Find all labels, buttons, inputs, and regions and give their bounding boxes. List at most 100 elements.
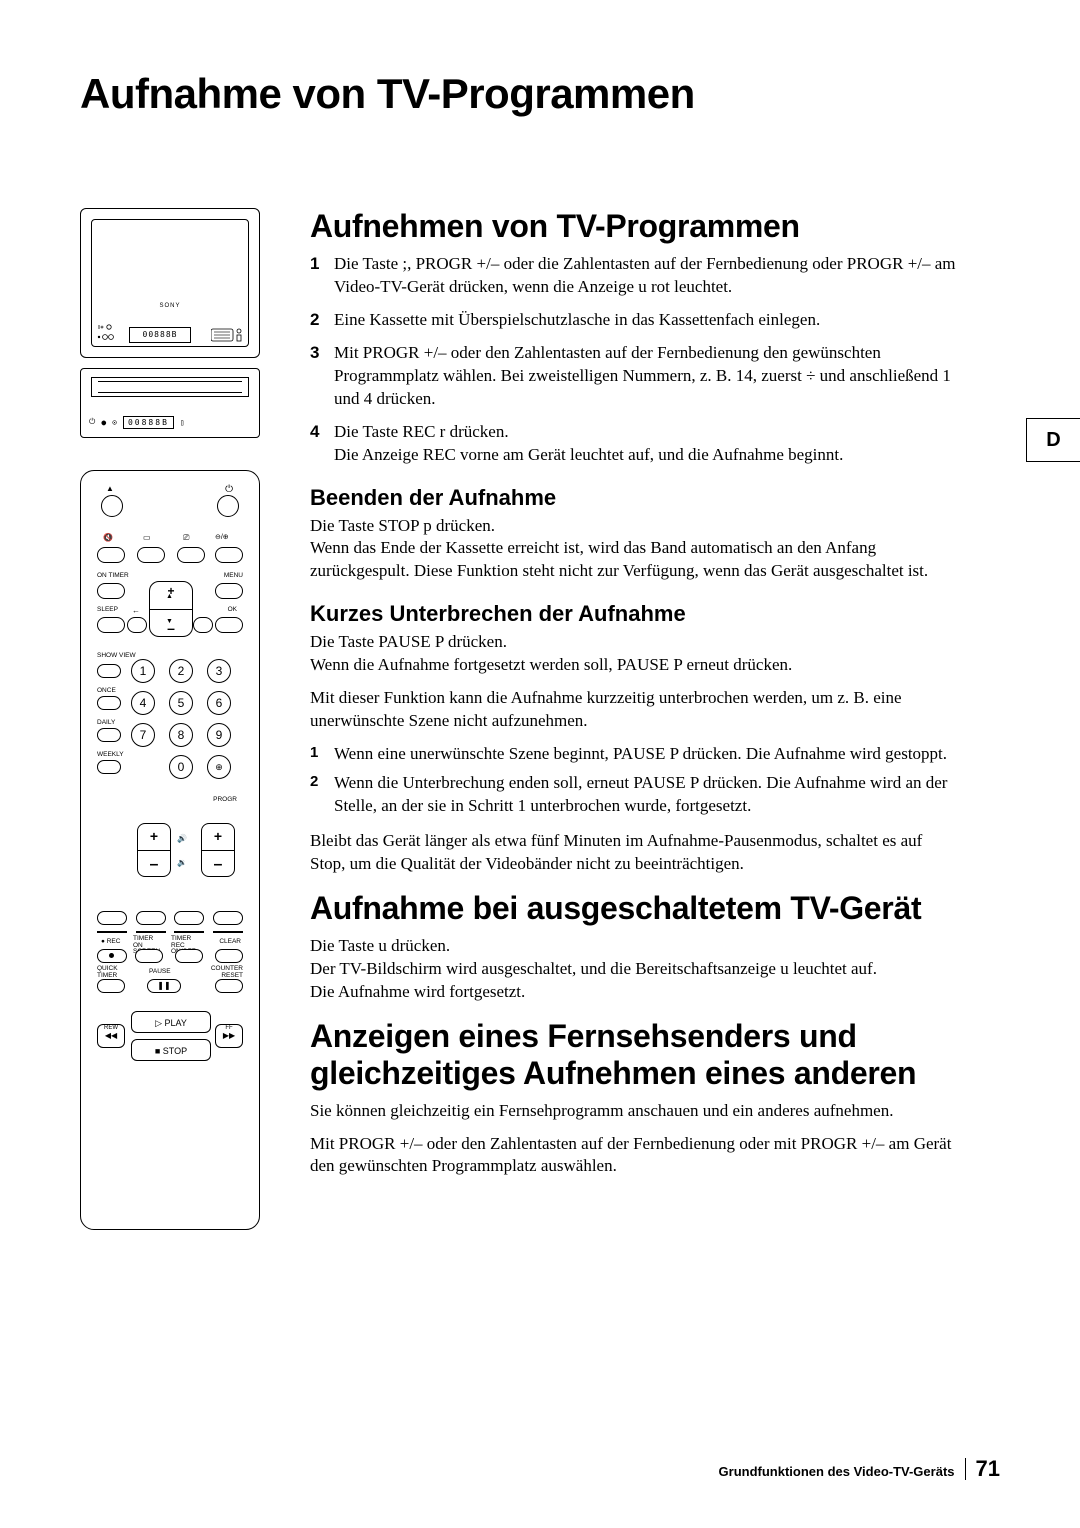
green-button xyxy=(136,911,166,925)
play-button: ▷ PLAY xyxy=(131,1011,211,1033)
daily-label: DAILY xyxy=(97,720,115,727)
pause-button: ❚❚ xyxy=(147,979,181,993)
vcr-illustration: ⏻ ● ⊙ 00888B ▯ xyxy=(80,368,260,438)
vcr-power-icon: ⏻ xyxy=(89,417,95,427)
quick-timer-label: QUICK TIMER xyxy=(97,966,123,979)
substep-1-text: Wenn eine unerwünschte Szene beginnt, PA… xyxy=(334,743,947,766)
yellow-button xyxy=(174,911,204,925)
tv-control-icons xyxy=(95,323,115,345)
vol-icon: 🔊 xyxy=(177,835,187,843)
step-3-number: 3 xyxy=(310,342,324,411)
num-2-button: 2 xyxy=(169,659,193,683)
tv-icon: ⎚ xyxy=(183,533,189,543)
section-4-heading: Aufnahme bei ausgeschaltetem TV-Gerät xyxy=(310,890,960,927)
s4-p2: Der TV-Bildschirm wird ausgeschaltet, un… xyxy=(310,958,960,981)
input-button xyxy=(137,547,165,563)
counter-reset-label: COUNTER RESET xyxy=(209,966,243,979)
tv-button xyxy=(177,547,205,563)
step-4-text-a: Die Taste REC r drücken. xyxy=(334,421,843,444)
vcr-eject-icon: ▯ xyxy=(180,418,185,427)
daily-button xyxy=(97,728,121,742)
substep-2-number: 2 xyxy=(310,772,324,818)
red-button xyxy=(97,911,127,925)
stop-icon: ■ xyxy=(155,1046,160,1056)
footer: Grundfunktionen des Video-TV-Geräts 71 xyxy=(719,1456,1000,1482)
substep-2-text: Wenn die Unterbrechung enden soll, erneu… xyxy=(334,772,960,818)
progr-label: PROGR xyxy=(213,797,237,804)
step-2-text: Eine Kassette mit Überspielschutzlasche … xyxy=(334,309,820,332)
mute-icon: 🔇 xyxy=(103,533,113,542)
s4-p1: Die Taste u drücken. xyxy=(310,935,960,958)
rew-button: REW ◀◀ xyxy=(97,1024,125,1048)
footer-separator xyxy=(965,1458,966,1480)
remote-illustration: ▲ ⏻ 🔇 ▭ ⎚ ⊖/⊕ ON TIMER SLEEP xyxy=(80,470,260,1230)
tv-speaker-grille-icon xyxy=(211,327,245,343)
tv-display: 00888B xyxy=(129,327,191,343)
av-button xyxy=(215,547,243,563)
s3-p2: Wenn die Aufnahme fortgesetzt werden sol… xyxy=(310,654,960,677)
weekly-button xyxy=(97,760,121,774)
footer-title: Grundfunktionen des Video-TV-Geräts xyxy=(719,1464,955,1479)
left-arrow-button xyxy=(127,617,147,633)
s3-p4: Bleibt das Gerät länger als etwa fünf Mi… xyxy=(310,830,960,876)
rec-label: ● REC xyxy=(101,939,120,946)
weekly-label: WEEKLY xyxy=(97,752,124,759)
av-icon: ⊖/⊕ xyxy=(215,533,229,541)
once-label: ONCE xyxy=(97,688,116,695)
eject-icon: ▲ xyxy=(106,484,114,493)
ok-button xyxy=(215,617,243,633)
num-6-button: 6 xyxy=(207,691,231,715)
illustration-column: SONY 00888B xyxy=(80,208,270,1230)
power-icon: ⏻ xyxy=(225,484,233,495)
step-3-text: Mit PROGR +/– oder den Zahlentasten auf … xyxy=(334,342,960,411)
clear-button xyxy=(215,949,243,963)
num-0-button: 0 xyxy=(169,755,193,779)
pause-label: PAUSE xyxy=(149,969,171,976)
timer-rec-button xyxy=(175,949,203,963)
vcr-play-icon: ⊙ xyxy=(112,418,117,427)
step-1-text: Die Taste ;, PROGR +/– oder die Zahlenta… xyxy=(334,253,960,299)
num-4-button: 4 xyxy=(131,691,155,715)
num-1-button: 1 xyxy=(131,659,155,683)
vol-down-icon: 🔉 xyxy=(177,859,187,867)
substep-1-number: 1 xyxy=(310,743,324,766)
s5-p2: Mit PROGR +/– oder den Zahlentasten auf … xyxy=(310,1133,960,1179)
num-3-button: 3 xyxy=(207,659,231,683)
rec-dot-icon xyxy=(109,953,114,958)
content-columns: SONY 00888B xyxy=(80,208,1000,1230)
step-4: 4 Die Taste REC r drücken. Die Anzeige R… xyxy=(310,421,960,467)
menu-button xyxy=(215,583,243,599)
eject-button xyxy=(101,495,123,517)
tv-illustration: SONY 00888B xyxy=(80,208,260,358)
clear-label: CLEAR xyxy=(219,939,241,946)
num-7-button: 7 xyxy=(131,723,155,747)
step-4-number: 4 xyxy=(310,421,324,467)
vcr-cassette-slot xyxy=(91,377,249,397)
play-icon: ▷ xyxy=(155,1018,162,1028)
quick-timer-button xyxy=(97,979,125,993)
showview-label: SHOW VIEW xyxy=(97,653,136,660)
ff-icon: ▶▶ xyxy=(216,1031,242,1040)
vcr-rec-icon: ● xyxy=(101,418,106,427)
vcr-front-panel: ⏻ ● ⊙ 00888B ▯ xyxy=(89,413,251,431)
num-ext-button: ⊕ xyxy=(207,755,231,779)
power-button xyxy=(217,495,239,517)
section-2-heading: Beenden der Aufnahme xyxy=(310,485,960,511)
showview-button xyxy=(97,664,121,678)
left-arrow-icon: ← xyxy=(132,607,140,615)
vol-updown-button xyxy=(137,823,171,877)
s3-p3: Mit dieser Funktion kann die Aufnahme ku… xyxy=(310,687,960,733)
mute-button xyxy=(97,547,125,563)
s2-p2: Wenn das Ende der Kassette erreicht ist,… xyxy=(310,537,960,583)
input-icon: ▭ xyxy=(143,533,151,542)
vcr-display: 00888B xyxy=(123,416,174,429)
sleep-button xyxy=(97,617,125,633)
s4-p3: Die Aufnahme wird fortgesetzt. xyxy=(310,981,960,1004)
right-arrow-button xyxy=(193,617,213,633)
substep-2: 2 Wenn die Unterbrechung enden soll, ern… xyxy=(310,772,960,818)
ok-label: OK xyxy=(228,607,237,614)
text-column: Aufnehmen von TV-Programmen 1 Die Taste … xyxy=(310,208,1000,1230)
rew-icon: ◀◀ xyxy=(98,1031,124,1040)
step-1: 1 Die Taste ;, PROGR +/– oder die Zahlen… xyxy=(310,253,960,299)
side-tab: D xyxy=(1026,418,1080,462)
